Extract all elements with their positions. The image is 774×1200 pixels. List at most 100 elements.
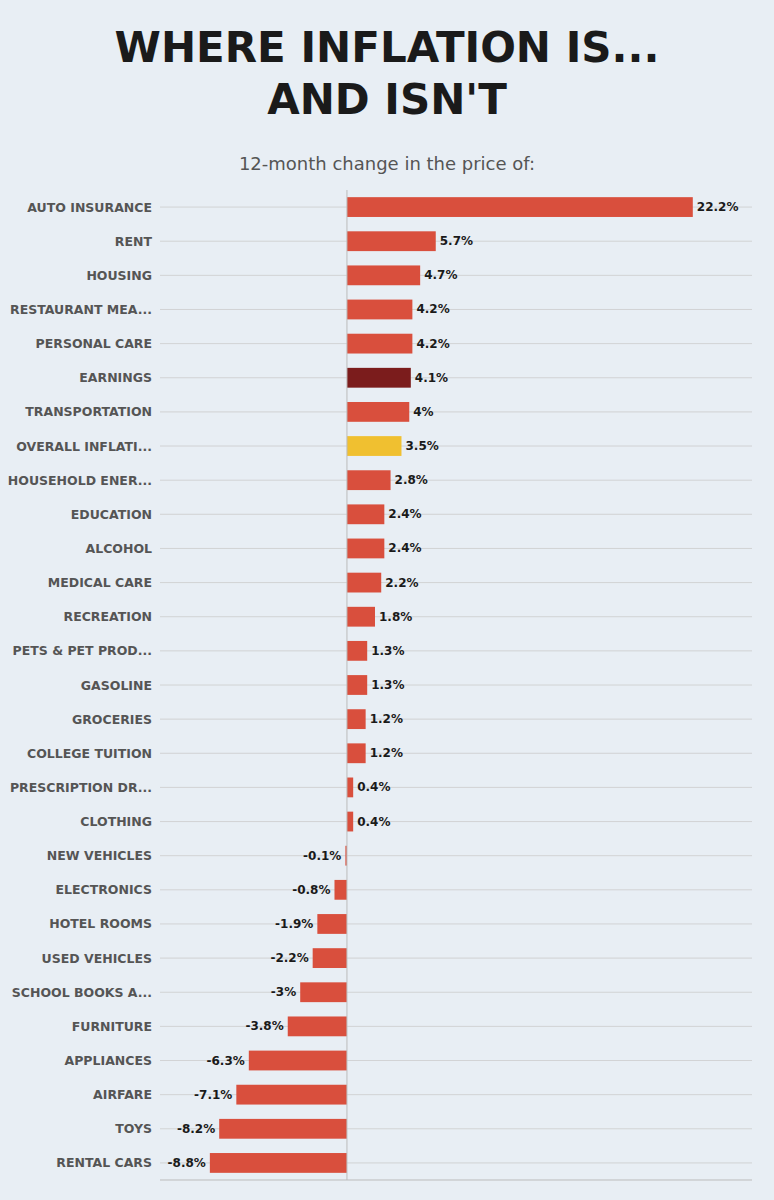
zero-line [346,190,347,1180]
grid-line [160,480,752,481]
background [0,0,774,1200]
bar [347,778,353,798]
category-label: RECREATION [64,609,152,624]
grid-line [160,958,752,959]
chart: WHERE INFLATION IS...AND ISN'T 12-month c… [0,0,774,1200]
data-label: -0.8% [292,883,330,897]
title: WHERE INFLATION IS... [115,23,660,72]
data-label: 2.8% [395,473,428,487]
title: AND ISN'T [267,75,507,124]
category-label: ALCOHOL [86,541,153,556]
grid-line [160,343,752,344]
bar [236,1085,347,1105]
category-label: EDUCATION [71,507,152,522]
category-label: RESTAURANT MEA... [10,302,152,317]
bar [313,948,347,968]
data-label: 2.4% [388,507,421,521]
bar [347,334,412,354]
data-label: 4.7% [424,268,457,282]
bars [210,197,693,1173]
category-label: HOTEL ROOMS [49,916,152,931]
data-label: -2.2% [270,951,308,965]
category-label: RENT [115,234,153,249]
data-label: 4.1% [415,371,448,385]
category-label: USED VEHICLES [42,951,152,966]
data-label: 0.4% [357,815,390,829]
category-label: TRANSPORTATION [25,404,152,419]
grid-line [160,582,752,583]
grid-line [160,685,752,686]
bar [288,1016,347,1036]
grid-line [160,309,752,310]
data-label: -7.1% [194,1088,232,1102]
category-label: RENTAL CARS [56,1155,152,1170]
category-label: EARNINGS [79,370,152,385]
subtitle: 12-month change in the price of: [239,153,535,174]
data-label: 0.4% [357,780,390,794]
category-label: HOUSING [86,268,152,283]
grid-line [160,889,752,890]
data-label: 1.3% [371,678,404,692]
bar [347,436,402,456]
data-label: 2.4% [388,541,421,555]
category-label: OVERALL INFLATI... [16,439,152,454]
data-label: -3% [271,985,296,999]
category-label: PRESCRIPTION DR... [10,780,152,795]
data-label: 22.2% [697,200,739,214]
bar [347,197,693,217]
data-label: -8.2% [177,1122,215,1136]
data-label: -3.8% [245,1019,283,1033]
grid-line [160,719,752,720]
grid-line [160,923,752,924]
bar [334,880,346,900]
data-label: 3.5% [405,439,438,453]
category-label: AIRFARE [93,1087,152,1102]
grid-line [160,650,752,651]
category-label: GROCERIES [72,712,152,727]
category-label: NEW VEHICLES [47,848,152,863]
category-label: AUTO INSURANCE [27,200,152,215]
data-label: 1.2% [370,746,403,760]
bar [219,1119,347,1139]
bar [347,231,436,251]
category-label: COLLEGE TUITION [27,746,152,761]
bar [300,982,347,1002]
grid-line [160,377,752,378]
data-label: 4.2% [416,302,449,316]
data-label: 1.2% [370,712,403,726]
bar [317,914,347,934]
grid-line [160,548,752,549]
data-label: -0.1% [303,849,341,863]
grid-line [160,446,752,447]
data-label: 2.2% [385,576,418,590]
grid-line [160,411,752,412]
grid-line [160,787,752,788]
category-label: ELECTRONICS [55,882,152,897]
bar [347,641,367,661]
category-label: SCHOOL BOOKS A... [12,985,152,1000]
category-label: FURNITURE [72,1019,152,1034]
y-axis: AUTO INSURANCE RENT HOUSING RESTAURANT MEA.… [8,200,153,1171]
bar [347,573,381,593]
bar [347,470,391,490]
bar [210,1153,347,1173]
grid-line [160,514,752,515]
bar [347,368,411,388]
data-label: 1.8% [379,610,412,624]
bar [347,300,412,320]
bar [347,402,409,422]
bar [347,539,384,559]
bar [347,675,367,695]
category-label: CLOTHING [80,814,152,829]
grid [160,207,752,1163]
bar [249,1051,347,1071]
bar [347,743,366,763]
page: {"chart_data": { "type": "bar", "orienta… [0,0,774,1200]
data-label: 1.3% [371,644,404,658]
data-label: 4.2% [416,337,449,351]
data-label: -6.3% [207,1054,245,1068]
grid-line [160,616,752,617]
data-label: -8.8% [168,1156,206,1170]
category-label: HOUSEHOLD ENER... [8,473,152,488]
bar [347,812,353,832]
